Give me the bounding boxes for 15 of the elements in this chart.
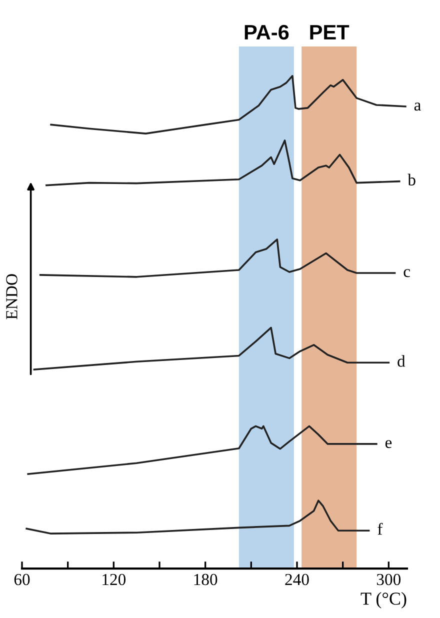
x-tick-label: 180 (194, 574, 218, 586)
y-axis-title: ENDO (6, 274, 18, 320)
band-label: PA-6 (244, 24, 289, 40)
series-label: b (408, 174, 416, 186)
series-label: e (385, 440, 392, 448)
x-tick-label: 240 (285, 574, 309, 586)
x-tick-label: 60 (14, 574, 30, 586)
series-label: d (398, 355, 406, 367)
band-label: PET (310, 25, 350, 40)
series-label: f (378, 522, 383, 535)
series-label: a (414, 102, 421, 111)
series-label: c (404, 269, 410, 278)
x-tick-label: 300 (376, 574, 401, 586)
x-axis-title: T (°C) (360, 592, 406, 608)
x-tick-label: 120 (102, 574, 126, 586)
